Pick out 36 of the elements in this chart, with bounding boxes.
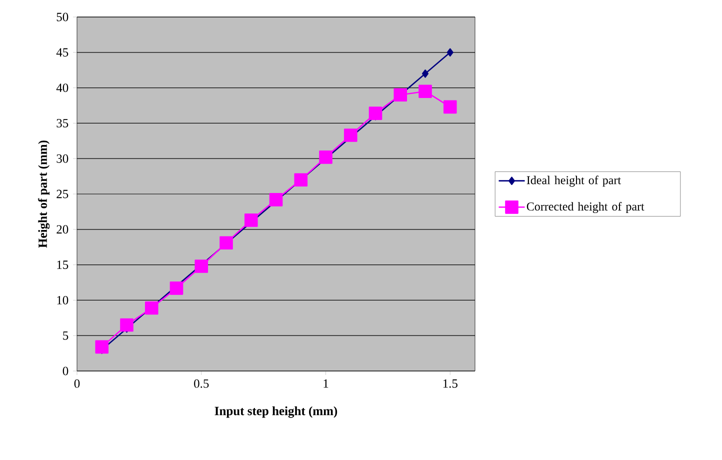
- y-tick-label: 30: [56, 154, 68, 163]
- y-tick-label: 45: [56, 48, 68, 57]
- point: [446, 48, 454, 57]
- y-tick-label: 5: [63, 331, 68, 340]
- x-tick-label: 1: [324, 379, 328, 388]
- x-axis-title: Input step height (mm): [214, 406, 338, 418]
- point: [95, 340, 109, 354]
- point: [220, 236, 233, 250]
- x-tick-label: 0.5: [194, 379, 209, 388]
- point: [319, 150, 332, 164]
- point: [418, 84, 432, 98]
- y-tick-label: 50: [56, 12, 68, 22]
- point: [394, 88, 408, 102]
- point: [368, 106, 382, 120]
- legend-label: Corrected height of part: [526, 202, 644, 214]
- point: [170, 282, 184, 295]
- point: [144, 301, 158, 315]
- y-tick-label: 40: [56, 84, 68, 92]
- point: [194, 260, 208, 273]
- y-tick-label: 0: [62, 366, 68, 376]
- point: [269, 193, 283, 206]
- y-tick-label: 15: [57, 260, 68, 269]
- point: [244, 214, 258, 227]
- x-tick-label: 0: [74, 379, 80, 388]
- legend-label: Ideal height of part: [526, 176, 621, 187]
- point: [294, 173, 308, 186]
- y-tick-label: 10: [57, 296, 68, 304]
- x-tick-label: 1.5: [443, 379, 458, 388]
- point: [422, 69, 429, 78]
- point: [443, 100, 457, 114]
- y-tick-label: 20: [56, 225, 68, 234]
- point: [120, 318, 134, 332]
- y-tick-label: 25: [56, 190, 68, 198]
- point: [344, 128, 358, 142]
- y-tick-label: 35: [56, 118, 68, 128]
- y-axis-title: Height of part (mm): [38, 140, 50, 248]
